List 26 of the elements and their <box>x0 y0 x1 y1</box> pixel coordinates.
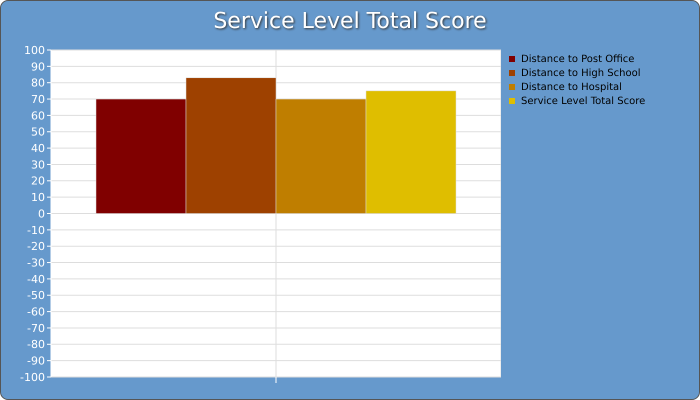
legend-label: Service Level Total Score <box>521 96 646 106</box>
y-tick-label: -40 <box>27 272 45 286</box>
y-tick-label: 0 <box>38 207 45 220</box>
y-tick-label: 70 <box>31 92 45 106</box>
legend-label: Distance to Post Office <box>521 54 634 64</box>
chart-title: Service Level Total Score <box>212 9 488 34</box>
y-tick-label: 30 <box>31 158 45 172</box>
y-tick-label: -20 <box>27 240 45 254</box>
y-tick-label: -10 <box>27 224 45 237</box>
y-tick-label: 50 <box>31 126 45 139</box>
y-tick-label: -30 <box>27 256 45 270</box>
y-tick-label: 10 <box>31 191 45 204</box>
y-tick-label: -80 <box>27 338 45 352</box>
y-tick-label: 90 <box>31 60 45 74</box>
legend-label: Distance to Hospital <box>521 82 622 92</box>
y-tick-label: -70 <box>27 322 45 335</box>
y-tick-label: -50 <box>27 289 45 302</box>
y-tick-label: -60 <box>27 306 45 319</box>
y-tick-label: -90 <box>27 354 45 368</box>
y-tick-label: 40 <box>31 142 45 156</box>
y-tick-label: 80 <box>31 76 45 90</box>
y-tick-label: 60 <box>31 109 45 122</box>
y-tick-label: 20 <box>31 174 45 188</box>
y-tick-label: -100 <box>20 370 45 384</box>
y-tick-label: 100 <box>24 44 45 57</box>
legend-label: Distance to High School <box>521 68 640 78</box>
